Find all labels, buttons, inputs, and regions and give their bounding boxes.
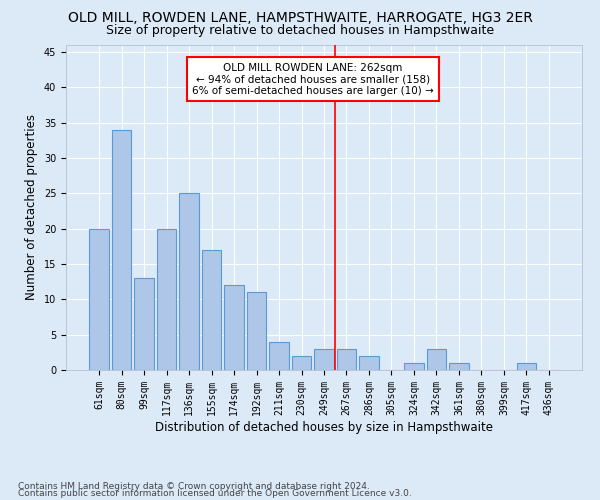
Y-axis label: Number of detached properties: Number of detached properties (25, 114, 38, 300)
Bar (202, 250, 221, 370)
Text: Contains HM Land Registry data © Crown copyright and database right 2024.: Contains HM Land Registry data © Crown c… (18, 482, 370, 491)
Bar (179, 194, 199, 370)
Bar (89, 228, 109, 370)
Text: OLD MILL ROWDEN LANE: 262sqm
← 94% of detached houses are smaller (158)
6% of se: OLD MILL ROWDEN LANE: 262sqm ← 94% of de… (192, 62, 434, 96)
Bar (427, 349, 446, 370)
Bar (449, 363, 469, 370)
Bar (157, 228, 176, 370)
Bar (337, 349, 356, 370)
Bar (112, 130, 131, 370)
Bar (247, 292, 266, 370)
Bar (134, 278, 154, 370)
Bar (224, 285, 244, 370)
Text: Contains public sector information licensed under the Open Government Licence v3: Contains public sector information licen… (18, 490, 412, 498)
Text: OLD MILL, ROWDEN LANE, HAMPSTHWAITE, HARROGATE, HG3 2ER: OLD MILL, ROWDEN LANE, HAMPSTHWAITE, HAR… (68, 11, 532, 25)
Text: Size of property relative to detached houses in Hampsthwaite: Size of property relative to detached ho… (106, 24, 494, 37)
Bar (404, 363, 424, 370)
Bar (517, 363, 536, 370)
X-axis label: Distribution of detached houses by size in Hampsthwaite: Distribution of detached houses by size … (155, 420, 493, 434)
Bar (314, 349, 334, 370)
Bar (292, 356, 311, 370)
Bar (269, 342, 289, 370)
Bar (359, 356, 379, 370)
